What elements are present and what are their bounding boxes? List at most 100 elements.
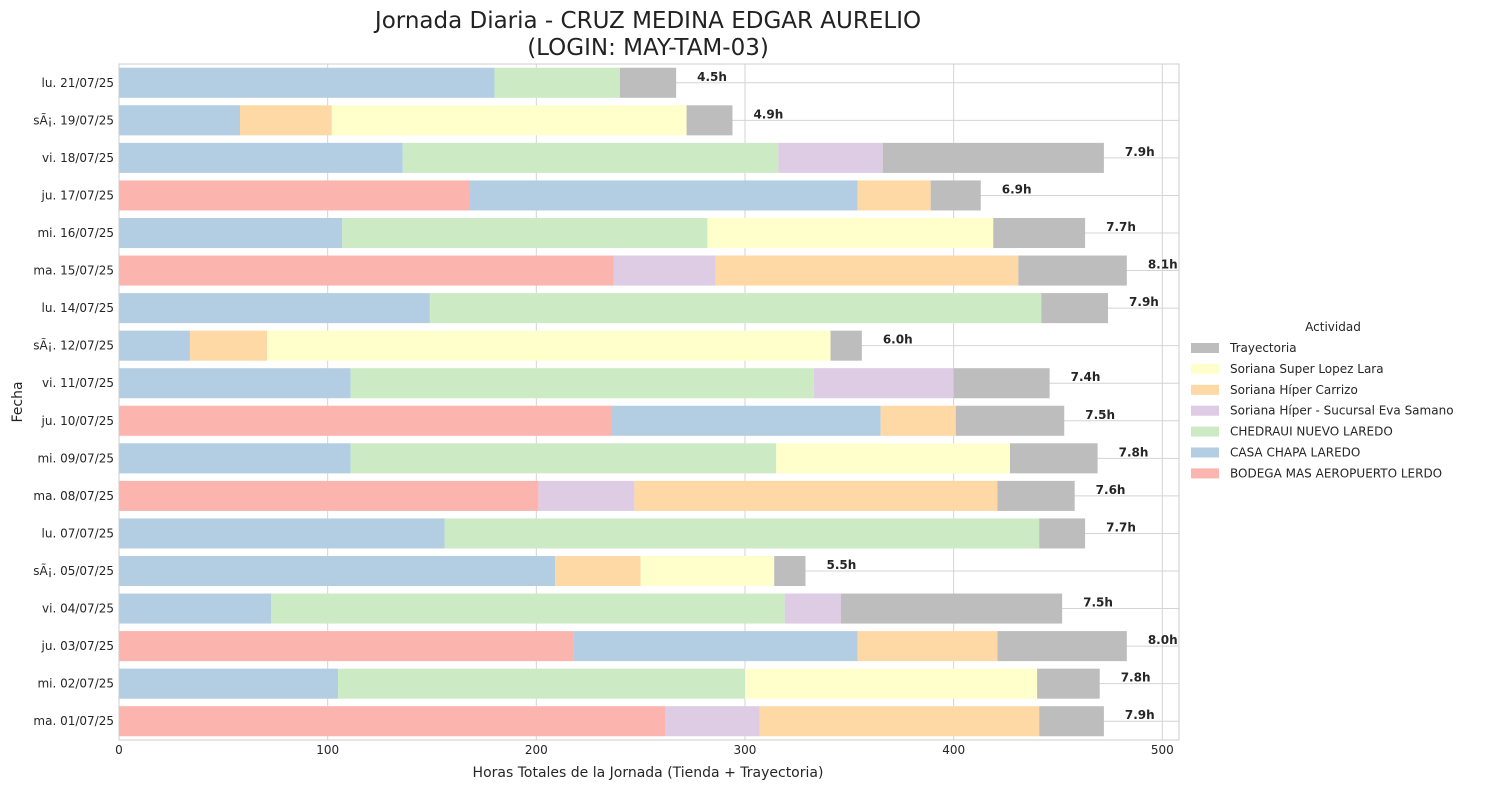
bar-segment [744, 668, 1038, 699]
bar-segment [997, 480, 1075, 511]
x-tick-label: 200 [525, 743, 548, 757]
y-axis-label: Fecha [10, 381, 26, 422]
x-tick-labels: 0 100 200 300 400 500 [115, 743, 1174, 757]
bar-segment [882, 142, 1104, 173]
bar-segment [1039, 518, 1086, 549]
y-tick-label: sÃ¡. 05/07/25 [33, 563, 114, 578]
bar-total-label: 7.9h [1129, 295, 1159, 309]
bar-total-label: 8.1h [1148, 258, 1178, 272]
bar-segment [119, 255, 614, 286]
bar-segment [342, 217, 708, 249]
bar-segment [119, 405, 612, 436]
bar-segment [119, 67, 495, 98]
y-tick-label: lu. 14/07/25 [42, 301, 114, 315]
bar-segment [119, 593, 272, 624]
legend-title: Actividad [1305, 320, 1361, 334]
legend: Actividad Trayectoria Soriana Super Lopez… [1191, 320, 1454, 480]
legend-item-label: Soriana Super Lopez Lara [1230, 362, 1384, 376]
bar-segment [350, 443, 777, 474]
x-tick-label: 300 [734, 743, 757, 757]
bar-segment [119, 706, 666, 737]
bar-segment [640, 555, 775, 587]
chart-title: Jornada Diaria - CRUZ MEDINA EDGAR AUREL… [373, 8, 921, 34]
bar-segment [1039, 706, 1104, 737]
bar-total-label: 7.5h [1085, 408, 1115, 422]
bar-segment [634, 480, 998, 511]
y-tick-label: vi. 11/07/25 [42, 376, 114, 390]
bar-segment [784, 593, 841, 624]
y-tick-label: vi. 18/07/25 [42, 151, 114, 165]
legend-swatch [1191, 343, 1219, 353]
bar-segment [189, 330, 268, 361]
bar-segment [538, 480, 635, 511]
legend-swatch [1191, 426, 1219, 437]
bar-segment [715, 255, 1019, 286]
bar-segment [429, 293, 1042, 324]
bar-segment [338, 668, 745, 699]
bar-segment [1041, 293, 1109, 324]
bar-segment [119, 180, 470, 211]
x-tick-label: 0 [115, 743, 123, 757]
y-tick-label: mi. 16/07/25 [37, 226, 114, 240]
bar-total-label: 6.0h [883, 333, 913, 347]
legend-swatch [1191, 447, 1219, 458]
bar-segment [613, 255, 716, 286]
bar-segment [880, 405, 956, 436]
bar-segment [1018, 255, 1127, 286]
plot-frame [118, 63, 1180, 741]
bar-segment [469, 180, 858, 211]
bar-segment [665, 706, 760, 737]
legend-item-label: Soriana Híper - Sucursal Eva Samano [1230, 404, 1454, 418]
bar-segment [955, 405, 1065, 436]
bar-segment [619, 67, 677, 98]
bar-total-label: 7.9h [1125, 708, 1155, 722]
bar-total-label: 7.9h [1125, 145, 1155, 159]
legend-swatch [1191, 384, 1219, 395]
bar-total-label: 7.7h [1106, 220, 1136, 234]
bar-total-label: 7.6h [1096, 483, 1126, 497]
bar-total-label: 7.4h [1071, 370, 1101, 384]
bar-segment [402, 142, 779, 173]
bar-segment [1009, 443, 1098, 474]
bar-segment [774, 555, 806, 587]
bar-segment [119, 368, 351, 399]
legend-item-label: CASA CHAPA LAREDO [1230, 446, 1360, 460]
bar-segment [778, 142, 883, 173]
bar-segment [555, 555, 641, 587]
total-labels: 4.5h 4.9h 7.9h 6.9h 7.7h 8.1h 7.9h 6.0h 7.4h 7.5h… [697, 70, 1178, 722]
y-tick-label: lu. 07/07/25 [42, 526, 114, 540]
y-tick-label: ju. 10/07/25 [41, 414, 114, 428]
bar-segment [686, 105, 733, 136]
bar-segment [119, 217, 343, 249]
bar-segment [611, 405, 881, 436]
y-tick-label: mi. 02/07/25 [37, 677, 114, 691]
bar-total-label: 6.9h [1002, 182, 1032, 196]
y-tick-label: ju. 17/07/25 [41, 188, 114, 202]
bar-total-label: 7.7h [1106, 520, 1136, 534]
bar-segment [119, 518, 445, 549]
bar-segment [776, 443, 1010, 474]
x-tick-label: 500 [1151, 743, 1174, 757]
bar-segment [119, 480, 539, 511]
bar-segment [119, 330, 190, 361]
bar-segment [953, 368, 1050, 399]
bar-segment [119, 555, 556, 587]
bar-segment [271, 593, 785, 624]
y-tick-label: ma. 15/07/25 [33, 264, 114, 278]
bar-segment [444, 518, 1040, 549]
bar-segment [119, 293, 430, 324]
bar-segment [830, 330, 862, 361]
bar-segment [119, 443, 351, 474]
legend-swatch [1191, 468, 1219, 479]
y-tick-label: sÃ¡. 19/07/25 [33, 112, 114, 127]
bar-total-label: 7.8h [1121, 671, 1151, 685]
x-tick-label: 100 [316, 743, 339, 757]
bar-segment [267, 330, 831, 361]
legend-item-label: BODEGA MAS AEROPUERTO LERDO [1230, 466, 1442, 480]
bar-total-label: 8.0h [1148, 633, 1178, 647]
y-tick-label: ma. 01/07/25 [33, 714, 114, 728]
bar-total-label: 5.5h [826, 558, 856, 572]
bar-segment [857, 180, 931, 211]
legend-item-label: CHEDRAUI NUEVO LAREDO [1230, 425, 1393, 439]
